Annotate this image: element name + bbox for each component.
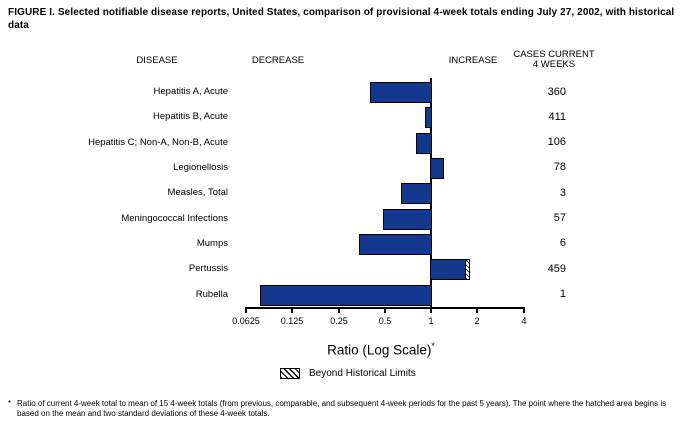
bar	[370, 82, 432, 103]
x-axis-tick	[338, 307, 340, 313]
beyond-historical-limits-swatch	[280, 368, 300, 379]
bar	[359, 234, 432, 255]
cases-value: 1	[559, 288, 566, 300]
x-axis-tick	[384, 307, 386, 313]
x-axis-tick-label: 0.0625	[232, 316, 260, 326]
cases-value: 6	[559, 237, 566, 249]
cases-value: 411	[548, 111, 566, 123]
x-axis-tick	[430, 307, 432, 313]
footnote-marker: *	[8, 399, 12, 408]
disease-label: Rubella	[195, 289, 228, 300]
bar	[430, 259, 470, 280]
bar-segment	[431, 260, 465, 279]
x-axis-tick-label: 0.25	[330, 316, 348, 326]
x-axis-tick-label: 4	[521, 316, 527, 326]
figure-title: FIGURE I. Selected notifiable disease re…	[8, 7, 675, 31]
x-axis-label-footnote-marker: *	[431, 341, 435, 351]
beyond-historical-limits-segment	[465, 260, 469, 279]
bar	[416, 133, 432, 154]
column-header-increase: INCREASE	[448, 55, 498, 66]
cases-value: 360	[547, 86, 566, 98]
cases-value: 78	[553, 161, 566, 173]
footnote-text: Ratio of current 4-week total to mean of…	[17, 399, 667, 418]
x-axis-label-text: Ratio (Log Scale)	[327, 342, 432, 358]
disease-label: Hepatitis A, Acute	[153, 86, 228, 97]
column-header-decrease: DECREASE	[251, 55, 305, 66]
x-axis-tick-label: 0.125	[280, 316, 304, 326]
legend-label: Beyond Historical Limits	[309, 368, 416, 379]
x-axis-tick	[245, 307, 247, 313]
disease-label: Hepatitis C; Non-A, Non-B, Acute	[88, 137, 228, 148]
column-header-disease: DISEASE	[136, 55, 178, 66]
bar	[260, 285, 432, 306]
x-axis-label: Ratio (Log Scale)*	[281, 341, 481, 358]
footnote: * Ratio of current 4-week total to mean …	[8, 399, 686, 418]
bar	[425, 107, 432, 128]
bar	[430, 158, 444, 179]
x-axis-tick	[291, 307, 293, 313]
cases-value: 106	[547, 136, 566, 148]
disease-label: Measles, Total	[167, 187, 228, 198]
legend: Beyond Historical Limits	[280, 368, 416, 379]
bar	[383, 209, 432, 230]
cases-value: 459	[547, 263, 566, 275]
disease-label: Pertussis	[188, 263, 228, 274]
x-axis-tick-label: 2	[474, 316, 480, 326]
column-header-cases-line2: 4 WEEKS	[532, 59, 576, 70]
bar	[401, 183, 432, 204]
x-axis-tick-label: 0.5	[378, 316, 392, 326]
column-header-cases: CASES CURRENT 4 WEEKS	[504, 50, 604, 70]
column-header-cases-line1: CASES CURRENT	[513, 49, 595, 60]
x-axis-tick	[523, 307, 525, 313]
cases-value: 57	[553, 212, 566, 224]
disease-label: Hepatitis B, Acute	[153, 111, 228, 122]
disease-label: Mumps	[196, 238, 228, 249]
x-axis-tick-label: 1	[428, 316, 434, 326]
disease-label: Legionellosis	[173, 162, 228, 173]
x-axis-tick	[476, 307, 478, 313]
disease-label: Meningococcal Infections	[121, 213, 228, 224]
cases-value: 3	[559, 187, 566, 199]
